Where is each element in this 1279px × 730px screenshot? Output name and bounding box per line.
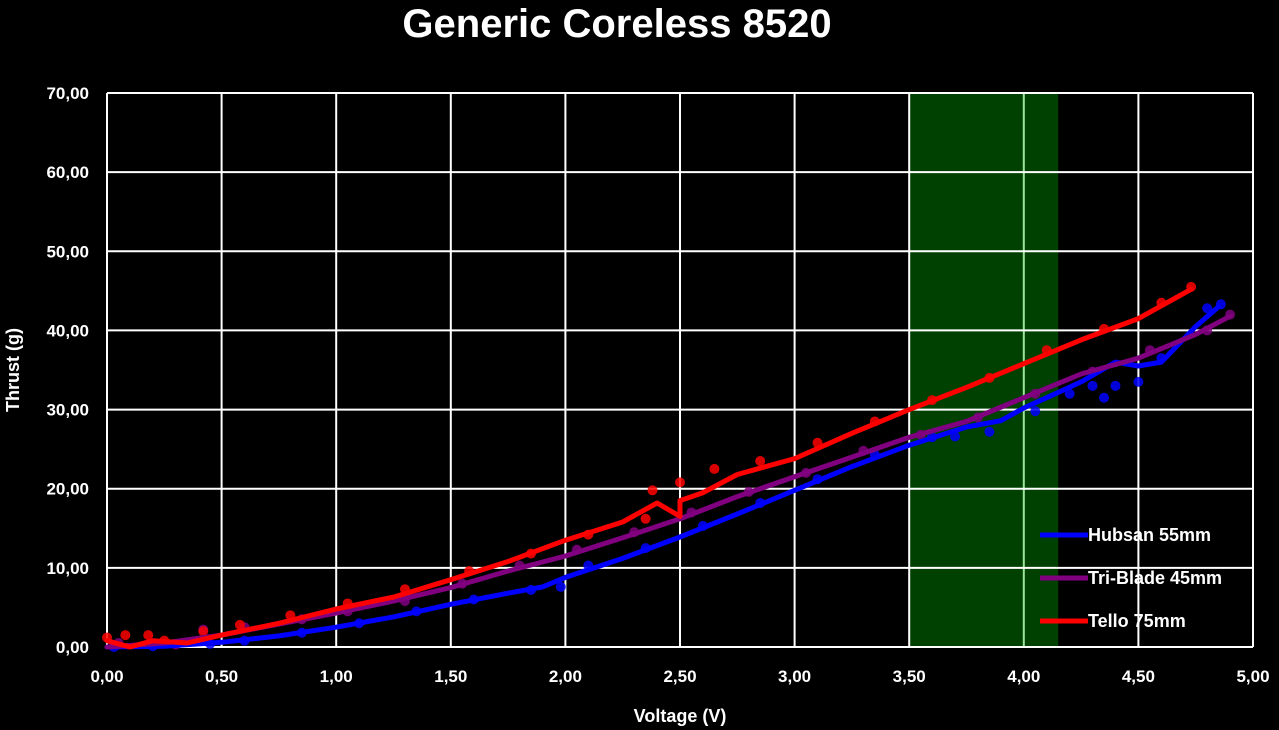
data-point bbox=[234, 619, 245, 630]
y-tick-label: 40,00 bbox=[46, 321, 89, 340]
y-tick-label: 70,00 bbox=[46, 84, 89, 103]
x-axis-label: Voltage (V) bbox=[634, 706, 727, 726]
x-tick-label: 3,00 bbox=[778, 667, 811, 686]
x-tick-labels: 0,00 0,50 1,00 1,50 2,00 2,50 3,00 3,50 4,00 4,50… bbox=[90, 667, 1269, 686]
x-tick-label: 2,00 bbox=[549, 667, 582, 686]
x-tick-label: 2,50 bbox=[663, 667, 696, 686]
lines-layer bbox=[104, 286, 1233, 650]
x-tick-label: 0,00 bbox=[90, 667, 123, 686]
data-point bbox=[1087, 380, 1098, 391]
data-point bbox=[984, 426, 995, 437]
y-tick-label: 60,00 bbox=[46, 163, 89, 182]
data-point bbox=[143, 630, 154, 641]
data-point bbox=[1133, 376, 1144, 387]
highlight-band bbox=[909, 93, 1059, 647]
y-tick-label: 20,00 bbox=[46, 480, 89, 499]
y-tick-labels: 0,00 10,00 20,00 30,00 40,00 50,00 60,00 70,00 bbox=[46, 84, 89, 657]
y-tick-label: 10,00 bbox=[46, 559, 89, 578]
x-tick-label: 1,00 bbox=[320, 667, 353, 686]
data-point bbox=[1064, 388, 1075, 399]
data-point bbox=[1110, 380, 1121, 391]
data-point bbox=[1099, 392, 1110, 403]
x-tick-label: 4,50 bbox=[1122, 667, 1155, 686]
data-point bbox=[1030, 406, 1041, 417]
y-tick-label: 50,00 bbox=[46, 242, 89, 261]
x-tick-label: 1,50 bbox=[434, 667, 467, 686]
x-tick-label: 3,50 bbox=[893, 667, 926, 686]
data-point bbox=[1202, 303, 1213, 314]
legend: Hubsan 55mm Tri-Blade 45mm Tello 75mm bbox=[1040, 525, 1222, 631]
y-axis-label: Thrust (g) bbox=[3, 328, 23, 412]
data-point bbox=[755, 456, 766, 467]
chart-title: Generic Coreless 8520 bbox=[402, 2, 831, 46]
legend-label: Hubsan 55mm bbox=[1088, 525, 1211, 545]
x-tick-label: 0,50 bbox=[205, 667, 238, 686]
grid-layer bbox=[106, 92, 1254, 648]
highlight-band-layer bbox=[909, 93, 1059, 647]
legend-label: Tello 75mm bbox=[1088, 611, 1186, 631]
data-point bbox=[675, 477, 685, 488]
x-tick-label: 5,00 bbox=[1236, 667, 1269, 686]
data-point bbox=[198, 626, 209, 637]
legend-label: Tri-Blade 45mm bbox=[1088, 568, 1222, 588]
y-tick-label: 0,00 bbox=[56, 638, 89, 657]
x-tick-label: 4,00 bbox=[1007, 667, 1040, 686]
data-point bbox=[647, 485, 658, 496]
y-tick-label: 30,00 bbox=[46, 401, 89, 420]
data-point bbox=[640, 513, 651, 524]
data-point bbox=[120, 630, 131, 641]
series-line bbox=[104, 286, 1194, 650]
data-point bbox=[555, 581, 566, 592]
data-point bbox=[709, 463, 720, 474]
